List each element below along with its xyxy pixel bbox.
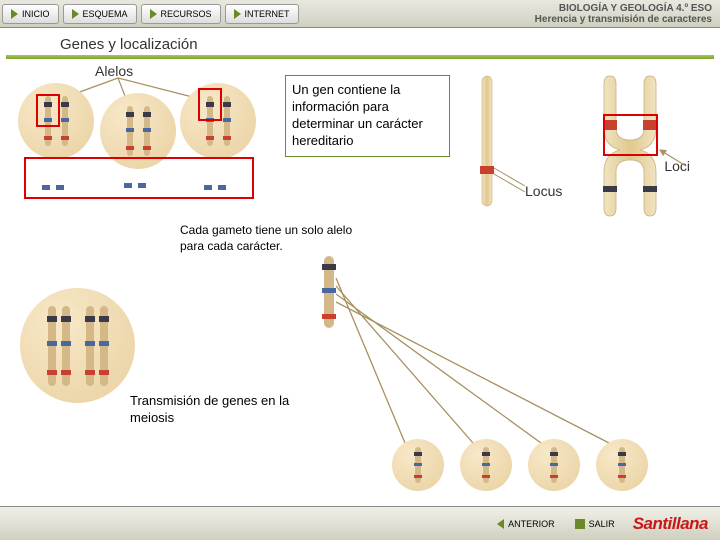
footer-label: ANTERIOR bbox=[508, 519, 555, 529]
chromosome-icon bbox=[481, 447, 491, 483]
nav-label: INTERNET bbox=[245, 9, 290, 19]
play-icon bbox=[11, 9, 18, 19]
nav-inicio[interactable]: INICIO bbox=[2, 4, 59, 24]
play-icon bbox=[150, 9, 157, 19]
label-alelos: Alelos bbox=[95, 63, 133, 79]
locus-diagram bbox=[460, 68, 700, 228]
header-title: BIOLOGÍA Y GEOLOGÍA 4.º ESO Herencia y t… bbox=[535, 3, 720, 25]
footer: ANTERIOR SALIR Santillana bbox=[0, 506, 720, 540]
course-title: BIOLOGÍA Y GEOLOGÍA 4.º ESO bbox=[535, 3, 712, 14]
play-icon bbox=[234, 9, 241, 19]
label-locus: Locus bbox=[525, 183, 562, 199]
caption-gametes: Cada gameto tiene un solo alelo para cad… bbox=[180, 223, 360, 254]
gamete-cell bbox=[460, 439, 512, 491]
highlight-box bbox=[198, 88, 222, 121]
big-cell bbox=[20, 288, 135, 403]
gamete-cell bbox=[528, 439, 580, 491]
footer-label: SALIR bbox=[589, 519, 615, 529]
highlight-box bbox=[603, 114, 658, 156]
nav-label: ESQUEMA bbox=[83, 9, 128, 19]
nav-esquema[interactable]: ESQUEMA bbox=[63, 4, 137, 24]
nav-internet[interactable]: INTERNET bbox=[225, 4, 299, 24]
nav-label: RECURSOS bbox=[161, 9, 212, 19]
chromosome-icon bbox=[123, 106, 137, 156]
chromosome-icon bbox=[413, 447, 423, 483]
section-title: Genes y localización bbox=[60, 36, 720, 53]
salir-button[interactable]: SALIR bbox=[569, 519, 621, 529]
chromosome-icon bbox=[549, 447, 559, 483]
nav-label: INICIO bbox=[22, 9, 50, 19]
caption-meiosis: Transmisión de genes en la meiosis bbox=[130, 393, 300, 427]
gamete-cell bbox=[596, 439, 648, 491]
chromosome-pair-icon bbox=[82, 306, 112, 386]
chromosome-pair-icon bbox=[44, 306, 74, 386]
gamete-cell bbox=[392, 439, 444, 491]
anterior-button[interactable]: ANTERIOR bbox=[491, 519, 561, 529]
course-subtitle: Herencia y transmisión de caracteres bbox=[535, 14, 712, 25]
chromosome-icon bbox=[140, 106, 154, 156]
top-nav: INICIO ESQUEMA RECURSOS INTERNET BIOLOGÍ… bbox=[0, 0, 720, 28]
diagram-area: Alelos Loci Locus Un gen contiene la inf… bbox=[0, 63, 720, 513]
nav-recursos[interactable]: RECURSOS bbox=[141, 4, 221, 24]
label-loci: Loci bbox=[664, 158, 690, 174]
publisher-logo: Santillana bbox=[633, 514, 708, 534]
divider bbox=[6, 55, 714, 59]
play-icon bbox=[72, 9, 79, 19]
highlight-box bbox=[36, 94, 60, 127]
chromosome-icon bbox=[617, 447, 627, 483]
info-box: Un gen contiene la información para dete… bbox=[285, 75, 450, 157]
highlight-box bbox=[24, 157, 254, 199]
stop-icon bbox=[575, 519, 585, 529]
back-icon bbox=[497, 519, 504, 529]
